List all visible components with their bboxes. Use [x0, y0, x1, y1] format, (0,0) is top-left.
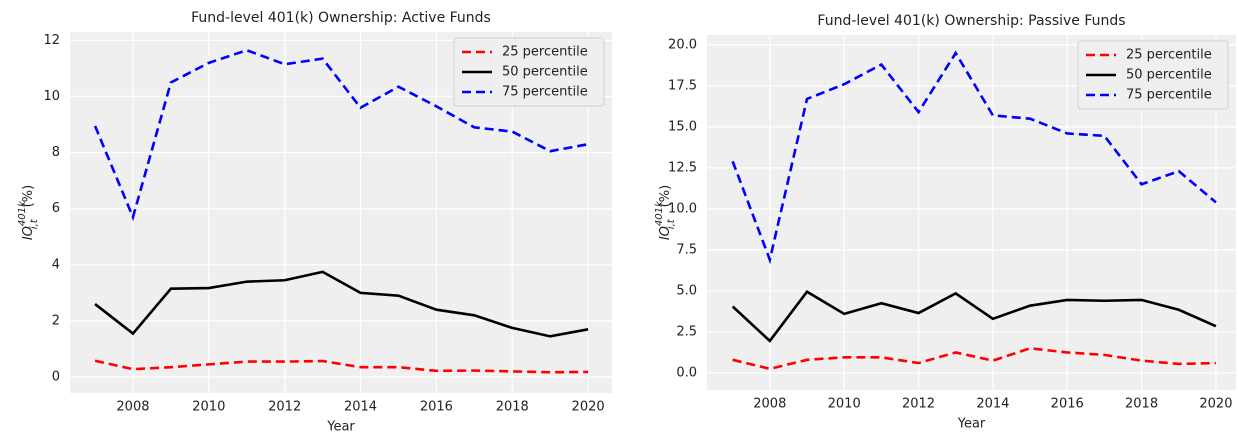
x-tick-label: 2014 [344, 400, 377, 415]
x-tick-label: 2008 [116, 400, 149, 415]
y-tick-label: 4 [52, 257, 60, 272]
y-tick-label: 5.0 [676, 283, 697, 298]
x-tick-label: 2012 [902, 397, 935, 412]
legend-label: 25 percentile [1126, 48, 1212, 63]
y-tick-label: 10.0 [668, 201, 697, 216]
y-tick-label: 12.5 [668, 160, 697, 175]
y-label-sub: i,t [29, 218, 40, 229]
y-tick-label: 6 [52, 201, 60, 216]
chart-title: Fund-level 401(k) Ownership: Passive Fun… [817, 13, 1125, 29]
legend-label: 50 percentile [502, 65, 588, 80]
y-tick-label: 17.5 [668, 78, 697, 93]
legend-label: 25 percentile [502, 45, 588, 60]
chart-title: Fund-level 401(k) Ownership: Active Fund… [191, 10, 491, 26]
x-axis-label: Year [326, 420, 355, 432]
y-tick-label: 2.5 [676, 324, 697, 339]
series-line [731, 290, 1217, 343]
y-label-base: IO [21, 226, 36, 240]
y-label-base: IO [658, 226, 673, 240]
series-line [94, 270, 589, 338]
x-tick-label: 2016 [420, 400, 453, 415]
x-tick-label: 2018 [496, 400, 529, 415]
series-line [732, 347, 1216, 371]
legend-label: 75 percentile [502, 85, 588, 100]
x-axis-label: Year [957, 417, 986, 432]
legend-label: 75 percentile [1126, 88, 1212, 103]
x-tick-label: 2020 [1199, 397, 1232, 412]
y-axis-label: IO401ki,t (%) [654, 185, 677, 240]
y-label-unit: (%) [658, 185, 673, 208]
y-axis-label: IO401ki,t (%) [17, 185, 40, 240]
y-label-sup: 401k [654, 200, 665, 226]
legend-label: 50 percentile [1126, 68, 1212, 83]
y-label-sup: 401k [17, 200, 28, 226]
x-tick-label: 2014 [976, 397, 1009, 412]
y-tick-label: 15.0 [668, 119, 697, 134]
y-tick-label: 20.0 [668, 37, 697, 52]
x-tick-label: 2010 [828, 397, 861, 412]
series-line [731, 50, 1217, 265]
x-tick-label: 2020 [572, 400, 605, 415]
y-tick-label: 0.0 [676, 365, 697, 380]
y-label-sub: i,t [666, 218, 677, 229]
y-tick-label: 10 [43, 89, 60, 104]
series-line [93, 48, 589, 222]
legend-box [1077, 40, 1229, 110]
x-tick-label: 2008 [753, 397, 786, 412]
y-tick-label: 7.5 [676, 242, 697, 257]
x-tick-label: 2016 [1051, 397, 1084, 412]
x-tick-label: 2010 [192, 400, 225, 415]
y-label-unit: (%) [21, 185, 36, 208]
x-tick-label: 2018 [1125, 397, 1158, 412]
legend-box [453, 37, 605, 107]
x-tick-label: 2012 [268, 400, 301, 415]
series-line [94, 359, 589, 374]
y-tick-label: 2 [52, 313, 60, 328]
y-tick-label: 8 [52, 145, 60, 160]
y-tick-label: 0 [52, 370, 60, 385]
y-tick-label: 12 [43, 33, 60, 48]
